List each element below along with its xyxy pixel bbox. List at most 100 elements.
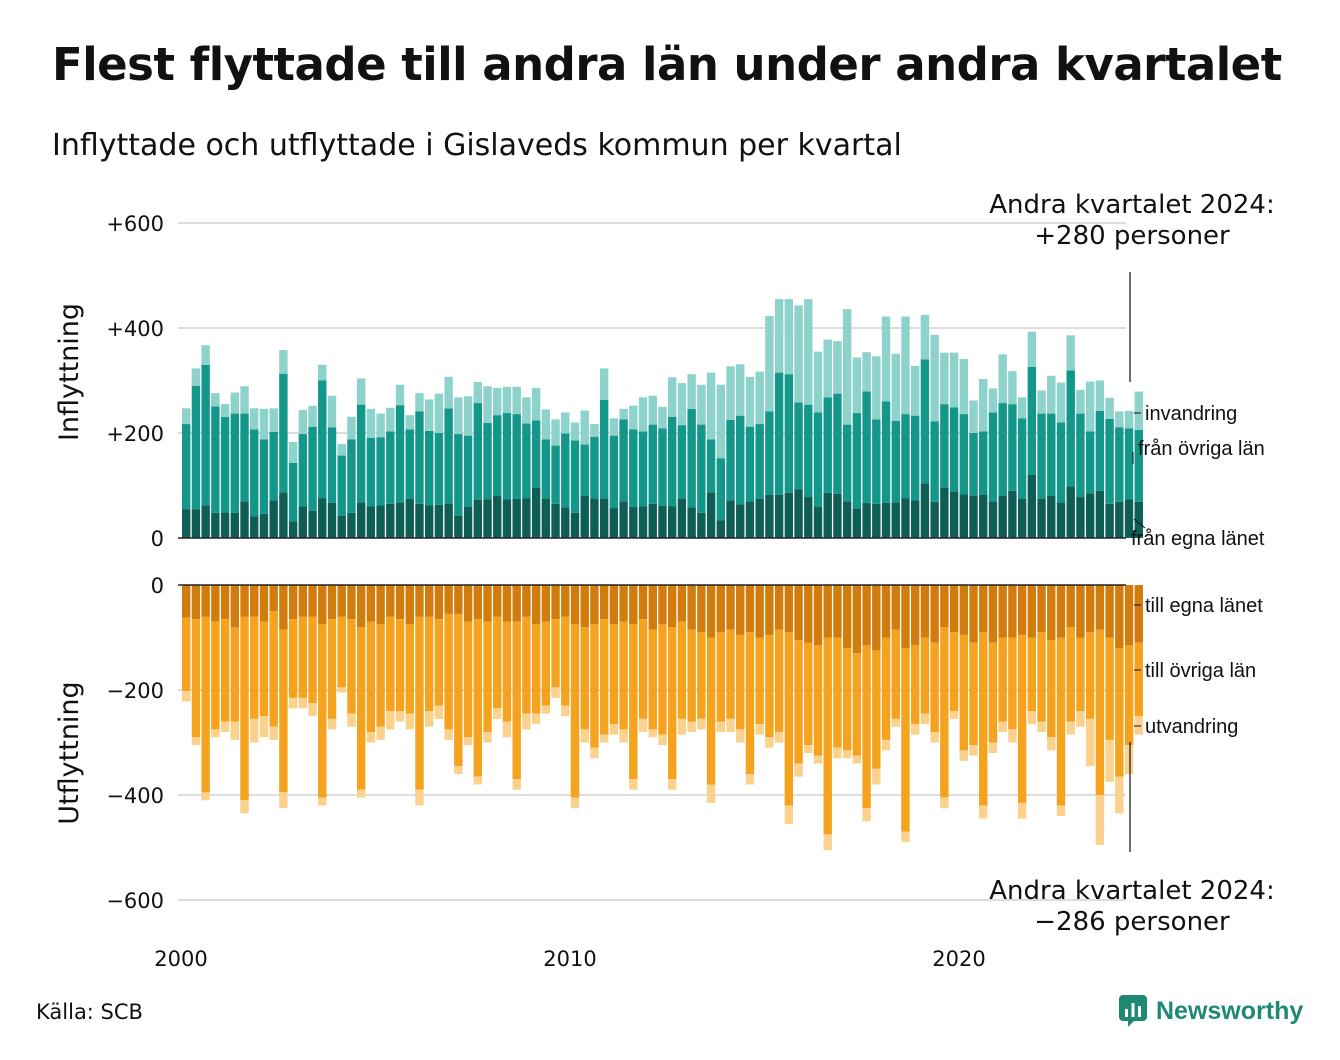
bar-out-1-96 [1115, 648, 1124, 777]
bar-out-2-78 [940, 797, 949, 809]
bar-in-2-77 [930, 334, 939, 422]
bar-out-0-23 [405, 585, 414, 625]
bar-out-1-60 [765, 634, 774, 738]
bar-out-1-43 [599, 619, 609, 735]
bar-out-1-32 [493, 616, 502, 709]
bar-in-1-82 [979, 431, 988, 495]
bar-in-0-65 [813, 507, 823, 538]
bar-in-0-91 [1066, 486, 1075, 538]
bar-out-1-3 [211, 621, 220, 730]
bar-in-1-32 [493, 415, 502, 496]
label-till-egna-lanet: till egna länet [1145, 595, 1263, 617]
bar-out-2-73 [891, 718, 900, 727]
bar-out-0-20 [376, 585, 385, 625]
bar-in-2-43 [599, 368, 609, 400]
bar-in-1-35 [522, 423, 531, 499]
bar-out-0-47 [638, 585, 648, 620]
bar-in-2-90 [1056, 382, 1066, 423]
bar-out-1-79 [949, 632, 959, 711]
bar-out-0-89 [1047, 585, 1056, 641]
bar-in-2-63 [794, 305, 803, 403]
y-tick-top-600: +600 [106, 212, 164, 236]
bar-out-1-90 [1056, 637, 1066, 806]
bar-out-1-38 [551, 619, 560, 688]
bar-out-0-1 [191, 585, 201, 620]
bar-in-2-24 [415, 393, 424, 412]
bar-in-2-34 [512, 386, 521, 415]
bar-out-2-1 [191, 737, 201, 746]
bar-out-1-31 [483, 621, 492, 732]
bar-out-0-9 [269, 585, 278, 612]
bar-in-2-31 [483, 386, 492, 424]
bar-out-2-39 [561, 705, 570, 717]
bar-in-2-40 [570, 422, 580, 441]
bar-in-2-48 [648, 395, 657, 425]
bar-out-0-13 [308, 585, 317, 617]
bar-out-1-20 [376, 624, 385, 727]
bar-in-2-10 [279, 350, 288, 374]
bar-in-1-24 [415, 411, 424, 504]
bar-in-1-56 [726, 419, 735, 501]
bar-out-2-5 [230, 721, 239, 740]
bar-out-2-14 [318, 797, 327, 806]
bar-out-0-27 [444, 585, 453, 614]
bar-out-0-88 [1037, 585, 1046, 633]
bar-in-0-87 [1027, 475, 1037, 538]
bar-in-2-67 [833, 341, 842, 394]
bar-out-0-17 [347, 585, 356, 620]
bar-in-0-43 [599, 498, 609, 539]
bar-in-2-27 [444, 376, 453, 409]
bar-out-2-86 [1017, 802, 1027, 819]
bar-in-2-82 [979, 378, 988, 432]
bar-in-0-72 [881, 502, 891, 538]
bar-in-1-89 [1047, 413, 1056, 496]
bar-in-1-74 [901, 414, 910, 499]
bar-out-2-26 [434, 705, 444, 719]
bar-out-2-44 [609, 724, 619, 735]
bar-in-0-76 [920, 483, 930, 538]
y-axis-title-bottom: Utflyttning [54, 681, 85, 824]
bar-in-0-35 [522, 498, 531, 538]
bar-in-0-69 [852, 508, 862, 538]
bar-in-1-43 [599, 399, 609, 499]
bar-in-0-29 [463, 507, 473, 538]
bar-in-0-39 [561, 507, 570, 538]
bar-in-1-11 [288, 462, 298, 522]
bar-out-0-60 [765, 585, 774, 635]
y-tick-bottom-600: −600 [106, 889, 164, 913]
bar-out-2-67 [833, 747, 842, 759]
y-tick-bottom-0: 0 [151, 574, 164, 598]
bar-in-0-24 [415, 503, 424, 539]
bar-out-2-95 [1105, 739, 1114, 782]
bar-out-2-54 [706, 784, 716, 803]
bar-out-0-66 [823, 585, 832, 638]
bar-out-2-72 [881, 739, 891, 751]
bar-in-1-67 [833, 393, 842, 494]
bar-out-1-2 [201, 616, 210, 793]
bar-in-1-49 [658, 428, 667, 506]
bar-out-2-96 [1115, 776, 1124, 814]
bar-in-0-27 [444, 503, 453, 538]
bar-out-2-66 [823, 834, 832, 851]
bar-out-2-15 [327, 718, 337, 730]
bar-in-2-14 [318, 364, 327, 381]
bar-in-1-23 [405, 429, 414, 499]
bar-in-1-15 [327, 427, 337, 503]
bar-out-2-92 [1076, 711, 1085, 727]
bar-out-1-44 [609, 624, 619, 725]
label-utvandring: utvandring [1145, 716, 1238, 738]
bar-in-1-94 [1095, 410, 1105, 491]
bar-in-1-41 [580, 444, 589, 496]
bar-out-2-61 [774, 732, 784, 743]
bar-in-1-76 [920, 359, 930, 484]
bar-out-2-45 [619, 729, 628, 743]
bar-out-2-17 [347, 713, 356, 727]
bar-out-2-8 [259, 716, 269, 738]
bar-in-2-89 [1047, 375, 1056, 414]
bar-in-2-0 [182, 408, 191, 425]
bar-in-0-11 [288, 521, 298, 538]
bar-in-0-41 [580, 496, 589, 538]
bar-out-0-5 [230, 585, 239, 627]
bar-in-1-71 [872, 419, 881, 504]
